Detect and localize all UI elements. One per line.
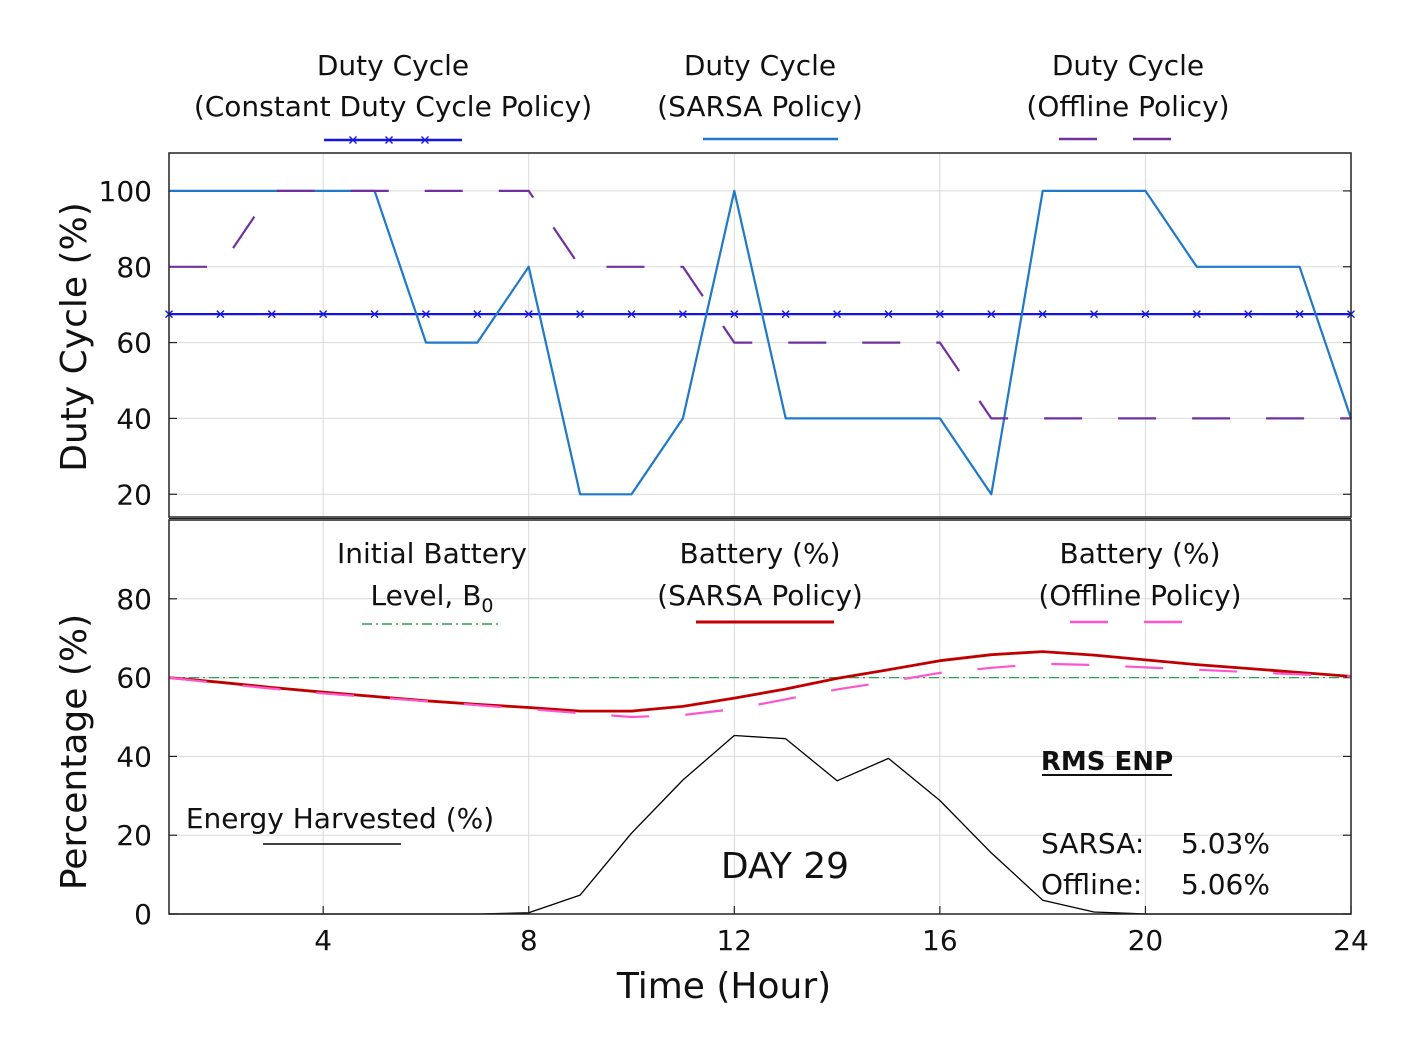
duty-marker [216,310,225,319]
day-label: DAY 29 [721,846,849,887]
top-y-axis-label: Duty Cycle (%) [54,202,95,472]
battery-series-1 [168,650,1352,713]
legend-constant-line2: (Constant Duty Cycle Policy) [194,90,592,123]
x-axis-label: Time (Hour) [616,966,831,1007]
duty-marker [524,310,533,319]
bottom-y-tick-label: 80 [116,583,152,616]
rms-sarsa-label: SARSA: [1041,827,1144,860]
duty-marker [1244,310,1253,319]
duty-marker [421,310,430,319]
legend-sarsa-bat-line2: (SARSA Policy) [657,579,863,612]
top-y-tick-label: 60 [116,327,152,360]
top-legend: Duty Cycle (Constant Duty Cycle Policy) … [194,49,1230,144]
x-tick-label: 20 [1128,924,1164,957]
legend-constant-marker [349,136,357,144]
annotations: DAY 29 RMS ENP SARSA: 5.03% Offline: 5.0… [721,747,1270,901]
duty-marker [267,310,276,319]
bottom-legend: Initial Battery Level, B0 Battery (%) (S… [186,537,1242,845]
top-y-tick-labels: 20 40 60 80 100 [99,175,152,511]
duty-marker [935,310,944,319]
duty-marker [1038,310,1047,319]
top-y-tick-label: 40 [116,402,152,435]
duty-marker [678,310,687,319]
duty-marker [987,310,996,319]
duty-marker [781,310,790,319]
bottom-y-axis-label: Percentage (%) [54,614,95,890]
duty-marker [627,310,636,319]
duty-marker [1141,310,1150,319]
top-y-tick-label: 100 [99,175,152,208]
duty-marker [833,310,842,319]
duty-marker [370,310,379,319]
duty-series-2 [169,189,1351,420]
rms-sarsa-value: 5.03% [1181,827,1270,860]
x-tick-label: 16 [922,924,958,957]
legend-offline-bat-line1: Battery (%) [1060,537,1221,570]
legend-energy-label: Energy Harvested (%) [186,802,494,835]
duty-marker [1192,310,1201,319]
legend-offline-dc-line1: Duty Cycle [1052,49,1204,82]
rms-offline-label: Offline: [1041,868,1142,901]
x-tick-label: 12 [716,924,752,957]
rms-offline-value: 5.06% [1181,868,1270,901]
duty-marker [319,310,328,319]
rms-title: RMS ENP [1041,747,1173,777]
top-y-tick-label: 80 [116,251,152,284]
top-series [165,189,1355,496]
x-tick-labels: 4 8 12 16 20 24 [314,906,1369,957]
legend-sarsa-dc-line2: (SARSA Policy) [657,90,863,123]
legend-initial-line1: Initial Battery [337,537,527,570]
bottom-y-tick-label: 0 [134,898,152,931]
duty-cycle-plot: 20 40 60 80 100 Duty Cycle (%) [54,152,1355,519]
x-tick-label: 24 [1333,924,1369,957]
legend-offline-bat-line2: (Offline Policy) [1038,579,1241,612]
top-grid [169,153,1351,519]
duty-marker [1090,310,1099,319]
top-plot-frame [168,152,1352,518]
legend-constant-marker [421,136,429,144]
bottom-grid [169,520,1351,915]
battery-series-2 [168,662,1352,719]
bottom-plot-frame [168,519,1352,915]
legend-constant-line1: Duty Cycle [317,49,469,82]
bottom-y-tick-labels: 0 20 40 60 80 [116,583,152,931]
x-tick-label: 8 [520,924,538,957]
duty-marker [1295,310,1304,319]
bottom-y-tick-label: 20 [116,819,152,852]
x-tick-label: 4 [314,924,332,957]
legend-sarsa-dc-line1: Duty Cycle [684,49,836,82]
top-y-tick-label: 20 [116,478,152,511]
duty-marker [884,310,893,319]
legend-offline-dc-line2: (Offline Policy) [1026,90,1229,123]
legend-initial-line2: Level, B0 [370,579,493,617]
bottom-y-tick-label: 60 [116,662,152,695]
legend-constant-marker [385,136,393,144]
bottom-y-tick-label: 40 [116,740,152,773]
battery-plot: 0 20 40 60 80 4 8 12 16 20 24 Percentage (%) Time… [54,519,1369,1007]
duty-marker [730,310,739,319]
legend-sarsa-bat-line1: Battery (%) [680,537,841,570]
duty-marker [473,310,482,319]
legend-constant-swatch [324,136,462,144]
duty-marker [576,310,585,319]
